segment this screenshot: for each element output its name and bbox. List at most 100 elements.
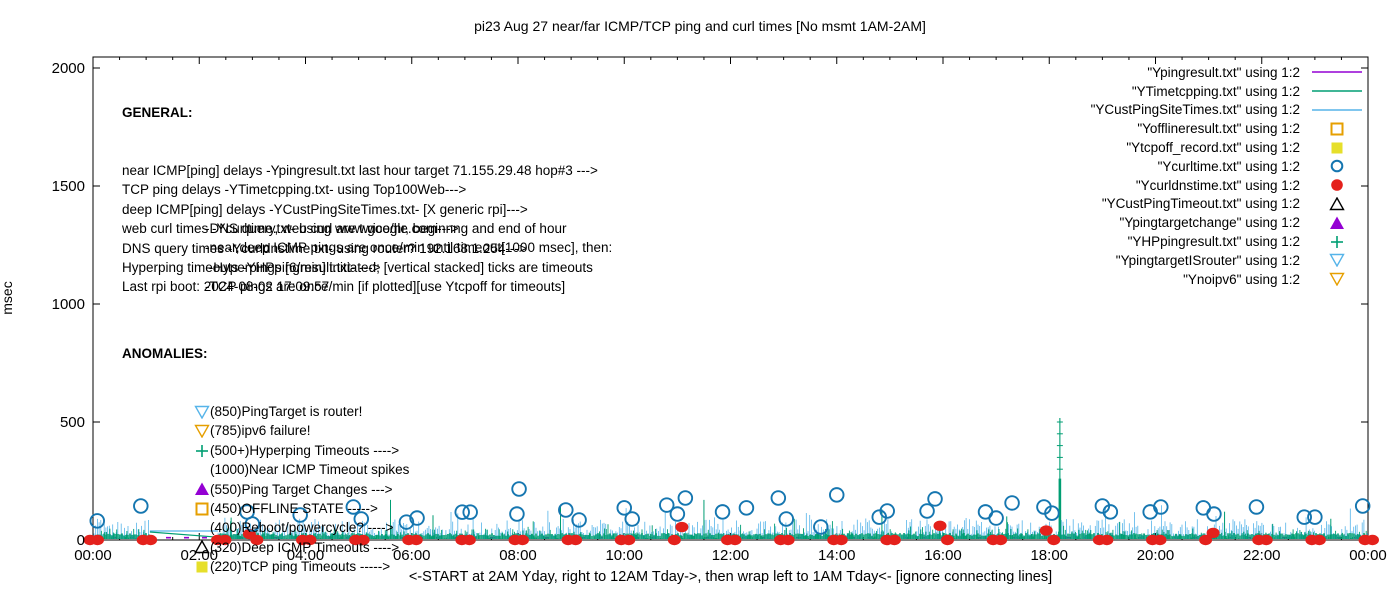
square-filled-icon — [196, 561, 208, 573]
general-indent-line: -DNS query, web curl are twice/hr, begin… — [205, 221, 567, 236]
legend-sample — [1306, 196, 1368, 211]
legend-row: "YTimetcpping.txt" using 1:2 — [1091, 82, 1368, 101]
legend-label: "Ycurldnstime.txt" using 1:2 — [1135, 177, 1300, 193]
legend-row: "Ycurltime.txt" using 1:2 — [1091, 157, 1368, 176]
curl-time-point — [813, 519, 829, 535]
general-indent-lines: -DNS query, web curl are twice/hr, begin… — [205, 219, 612, 297]
dns-dot — [409, 534, 423, 546]
legend-sample — [1306, 178, 1368, 192]
curl-time-point — [919, 503, 935, 519]
y-tick-label: 1500 — [51, 177, 85, 195]
y-tick-label: 0 — [76, 531, 85, 549]
legend-sample — [1306, 65, 1368, 79]
curl-time-point — [1004, 495, 1020, 511]
legend-row: "YCustPingSiteTimes.txt" using 1:2 — [1091, 101, 1368, 120]
dns-dot — [462, 534, 476, 546]
general-line: Hyperping timeouts -YHPpingresult.txt- -… — [122, 260, 381, 276]
x-tick-label: 04:00 — [286, 547, 325, 564]
curl-time-point — [1354, 498, 1371, 514]
x-tick-label: 22:00 — [1242, 547, 1281, 564]
square-open-icon — [195, 502, 209, 516]
curl-time-point — [353, 511, 370, 527]
curl-time-point — [988, 510, 1004, 526]
dns-dot — [516, 534, 529, 546]
anomalies-heading: ANOMALIES: — [122, 345, 208, 361]
legend-row: "Ycurldnstime.txt" using 1:2 — [1091, 176, 1368, 195]
curl-time-point — [1248, 499, 1265, 515]
legend-label: "Ypingresult.txt" using 1:2 — [1147, 64, 1300, 80]
curl-time-point — [879, 503, 895, 519]
curl-time-point — [677, 490, 694, 506]
curl-time-point — [409, 510, 425, 526]
legend-label: "Yofflineresult.txt" using 1:2 — [1137, 121, 1300, 137]
curl-time-point — [1102, 504, 1119, 520]
general-block: GENERAL: near ICMP[ping] delays -Ypingre… — [122, 64, 598, 336]
plus-icon — [196, 444, 208, 457]
general-heading: GENERAL: — [122, 104, 193, 120]
curl-time-point — [1153, 499, 1169, 515]
curl-time-point — [927, 491, 943, 507]
x-tick-label: 10:00 — [605, 547, 644, 564]
dns-dot — [250, 534, 264, 546]
anomaly-row: (220)TCP ping Timeouts -----> — [194, 557, 409, 576]
legend-row: "Ypingtargetchange" using 1:2 — [1091, 213, 1368, 232]
square-open-icon — [194, 502, 210, 516]
curl-time-point — [1307, 509, 1323, 525]
x-tick-label: 00:00 — [74, 547, 112, 564]
curl-time-point — [292, 507, 308, 523]
gap-connect-teal — [149, 531, 218, 538]
curl-time-point — [398, 514, 415, 530]
anomaly-row: (500+)Hyperping Timeouts ----> — [194, 441, 409, 460]
y-tick-label: 500 — [59, 413, 85, 431]
legend-sample — [1306, 84, 1368, 98]
triangle-up-filled-icon — [1330, 216, 1344, 229]
square-filled-icon — [194, 560, 210, 574]
legend-sample — [1306, 216, 1368, 230]
dns-dot — [667, 534, 681, 546]
curl-time-point — [571, 512, 587, 528]
curl-time-point — [738, 500, 755, 516]
x-axis-label: <-START at 2AM Yday, right to 12AM Tday-… — [408, 569, 1053, 585]
x-tick-label: 00:00 — [1349, 547, 1387, 564]
curl-time-point — [509, 506, 525, 522]
dns-dot — [675, 521, 689, 533]
x-tick-label: 16:00 — [924, 547, 962, 564]
curl-time-point — [624, 511, 640, 527]
general-line: near ICMP[ping] delays -Ypingresult.txt … — [122, 163, 598, 179]
legend-row: "Yofflineresult.txt" using 1:2 — [1091, 119, 1368, 138]
legend-label: "Ycurltime.txt" using 1:2 — [1157, 158, 1300, 174]
triangle-up-open-icon — [1329, 196, 1345, 211]
curl-time-point — [829, 487, 845, 503]
legend-label: "Ytcpoff_record.txt" using 1:2 — [1126, 140, 1300, 156]
legend-sample — [1306, 272, 1368, 287]
dns-dot — [1366, 534, 1379, 546]
curl-time-point — [669, 506, 686, 522]
x-tick-label: 18:00 — [1030, 547, 1069, 564]
legend-label: "YCustPingSiteTimes.txt" using 1:2 — [1090, 102, 1300, 118]
dns-dot — [834, 534, 848, 546]
dns-dot — [1259, 534, 1273, 546]
legend-row: "YpingtargetISrouter" using 1:2 — [1091, 251, 1368, 270]
triangle-down-open-icon — [194, 424, 210, 439]
triangle-down-open-icon — [194, 424, 210, 439]
anomaly-row: (320)Deep ICMP Timeouts ----> — [194, 538, 409, 557]
line-icon — [1312, 71, 1362, 74]
dns-dot — [728, 534, 742, 546]
x-tick-label: 14:00 — [817, 547, 856, 564]
curl-time-point — [133, 498, 149, 514]
dns-dot — [218, 534, 232, 546]
circle-filled-icon — [1331, 179, 1343, 191]
general-line: TCP ping delays -YTimetcpping.txt- using… — [122, 182, 467, 198]
triangle-up-filled-icon — [195, 482, 209, 496]
curl-time-point — [558, 502, 574, 518]
triangle-down-open-icon — [194, 405, 210, 419]
triangle-down-open-icon — [194, 405, 210, 419]
anomaly-text: (550)Ping Target Changes ---> — [210, 481, 393, 497]
anomaly-text: (1000)Near ICMP Timeout spikes — [210, 462, 410, 478]
circle-open-icon — [1330, 160, 1344, 173]
curl-time-point — [616, 500, 633, 516]
legend-label: "YCustPingTimeout.txt" using 1:2 — [1101, 196, 1300, 212]
chart-title: pi23 Aug 27 near/far ICMP/TCP ping and c… — [474, 18, 926, 34]
